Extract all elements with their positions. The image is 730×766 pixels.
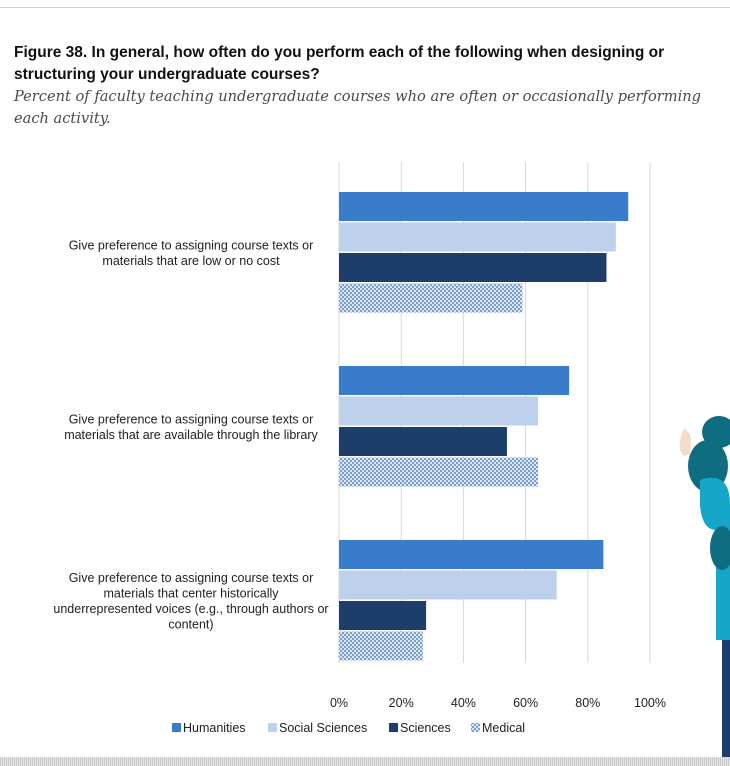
category-label: Give preference to assigning course text… <box>69 238 314 252</box>
legend-swatch-sciences <box>389 723 398 732</box>
bottom-border-strip <box>0 757 730 766</box>
bar-medical <box>339 631 423 661</box>
x-tick-label: 0% <box>330 696 348 710</box>
bar-humanities <box>339 366 570 395</box>
x-tick-label: 20% <box>389 696 414 710</box>
x-tick-label: 40% <box>451 696 476 710</box>
illustration-person-figure <box>679 416 730 760</box>
legend-swatch-humanities <box>172 723 181 732</box>
bar-humanities <box>339 192 629 221</box>
legend-label-sciences: Sciences <box>400 721 451 735</box>
legend-label-humanities: Humanities <box>183 721 246 735</box>
category-label: underrepresented voices (e.g., through a… <box>53 602 328 616</box>
bar-chart: Give preference to assigning course text… <box>53 162 666 735</box>
legend-label-social-sciences: Social Sciences <box>279 721 367 735</box>
bar-humanities <box>339 540 604 569</box>
bar-sciences <box>339 601 427 630</box>
category-label: materials that are available through the… <box>64 428 318 442</box>
category-label: materials that center historically <box>103 586 279 600</box>
x-tick-label: 80% <box>575 696 600 710</box>
category-label: Give preference to assigning course text… <box>69 571 314 585</box>
bar-social-sciences <box>339 396 539 426</box>
bar-sciences <box>339 253 607 282</box>
bar-sciences <box>339 427 507 456</box>
bar-social-sciences <box>339 222 616 252</box>
legend-label-medical: Medical <box>482 721 525 735</box>
category-label: content) <box>168 617 213 631</box>
figure-title: Figure 38. In general, how often do you … <box>14 44 665 83</box>
bar-medical <box>339 457 539 487</box>
category-label: materials that are low or no cost <box>102 254 280 268</box>
x-tick-label: 100% <box>634 696 666 710</box>
bar-social-sciences <box>339 570 557 600</box>
legend-swatch-medical <box>471 723 480 732</box>
category-label: Give preference to assigning course text… <box>69 412 314 426</box>
legend-swatch-social-sciences <box>268 723 277 732</box>
bar-medical <box>339 283 523 313</box>
x-tick-label: 60% <box>513 696 538 710</box>
figure-subtitle: Percent of faculty teaching undergraduat… <box>14 88 702 127</box>
top-divider <box>0 7 730 8</box>
